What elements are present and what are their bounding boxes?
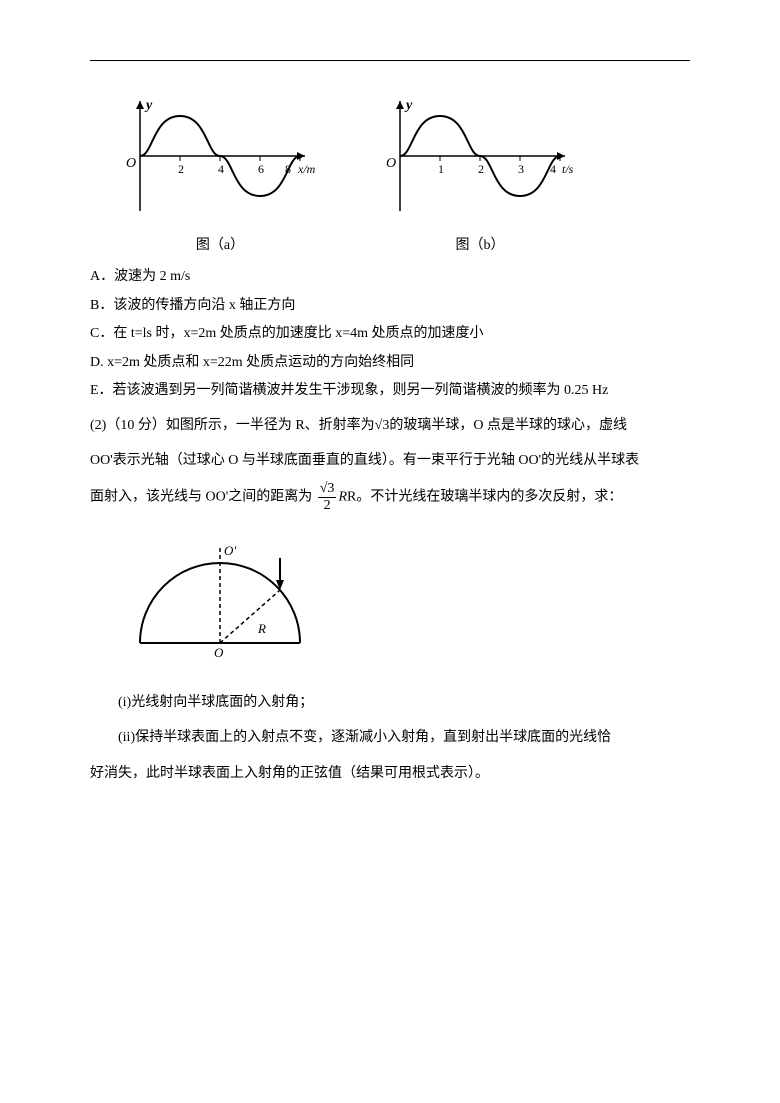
- fraction-num: √3: [318, 482, 337, 498]
- option-e: E．若该波遇到另一列简谐横波并发生干涉现象，则另一列简谐横波的频率为 0.25 …: [90, 378, 690, 405]
- chart-b-ylabel: y: [404, 98, 413, 113]
- chart-b-tick-3: 3: [518, 162, 524, 176]
- chart-a-tick-6: 6: [258, 162, 264, 176]
- q2-intro1: (2)（10 分）如图所示，一半径为 R、折射率为: [90, 418, 375, 433]
- chart-a-tick-2: 2: [178, 162, 184, 176]
- q2-intro4b: R。不计光线在玻璃半球内的多次反射，求：: [347, 489, 622, 504]
- chart-b-origin: O: [386, 156, 396, 171]
- chart-b: 1 2 3 4 O y t/s: [380, 91, 580, 226]
- option-b: B．该波的传播方向沿 x 轴正方向: [90, 293, 690, 320]
- chart-b-xlabel: t/s: [562, 162, 574, 176]
- chart-b-tick-4: 4: [550, 162, 556, 176]
- hemisphere-label-R: R: [257, 621, 266, 636]
- q2-intro4a: 面射入，该光线与 OO'之间的距离为: [90, 489, 316, 504]
- hemisphere-label-O: O: [214, 645, 224, 660]
- chart-a-origin: O: [126, 156, 136, 171]
- chart-a-xlabel: x/m: [297, 162, 316, 176]
- chart-b-tick-2: 2: [478, 162, 484, 176]
- q2-sub-i: (i)光线射向半球底面的入射角；: [90, 688, 690, 717]
- chart-a-ylabel: y: [144, 98, 153, 113]
- chart-a: 2 4 6 8 O y x/m: [120, 91, 320, 226]
- option-d: D. x=2m 处质点和 x=22m 处质点运动的方向始终相同: [90, 350, 690, 377]
- q2-sub-ii-b: 好消失，此时半球表面上入射角的正弦值（结果可用根式表示）。: [90, 759, 690, 788]
- hemisphere-diagram: O' O R: [130, 533, 690, 668]
- q2-R: R: [338, 489, 347, 504]
- q2-sub-ii-a: (ii)保持半球表面上的入射点不变，逐渐减小入射角，直到射出半球底面的光线恰: [90, 723, 690, 752]
- option-c: C．在 t=ls 时，x=2m 处质点的加速度比 x=4m 处质点的加速度小: [90, 321, 690, 348]
- option-a: A．波速为 2 m/s: [90, 264, 690, 291]
- chart-b-caption: 图（b）: [380, 234, 580, 254]
- fraction-den: 2: [318, 498, 337, 513]
- hemisphere-label-Oprime: O': [224, 543, 236, 558]
- sqrt3-inline: √3: [375, 418, 390, 433]
- chart-captions: 图（a） 图（b）: [120, 234, 690, 254]
- chart-a-caption: 图（a）: [120, 234, 320, 254]
- fraction-sqrt3-over-2: √3 2: [318, 482, 337, 513]
- q2-intro2: 的玻璃半球，O 点是半球的球心，虚线: [389, 418, 627, 433]
- chart-a-tick-4: 4: [218, 162, 224, 176]
- chart-a-tick-8: 8: [285, 162, 291, 176]
- top-horizontal-rule: [90, 60, 690, 61]
- q2-paragraph-1: (2)（10 分）如图所示，一半径为 R、折射率为√3的玻璃半球，O 点是半球的…: [90, 411, 690, 440]
- charts-row: 2 4 6 8 O y x/m 1 2 3: [120, 91, 690, 226]
- q2-paragraph-2: OO'表示光轴（过球心 O 与半球底面垂直的直线）。有一束平行于光轴 OO'的光…: [90, 446, 690, 475]
- q2-paragraph-3: 面射入，该光线与 OO'之间的距离为 √3 2 RR。不计光线在玻璃半球内的多次…: [90, 482, 690, 513]
- chart-b-tick-1: 1: [438, 162, 444, 176]
